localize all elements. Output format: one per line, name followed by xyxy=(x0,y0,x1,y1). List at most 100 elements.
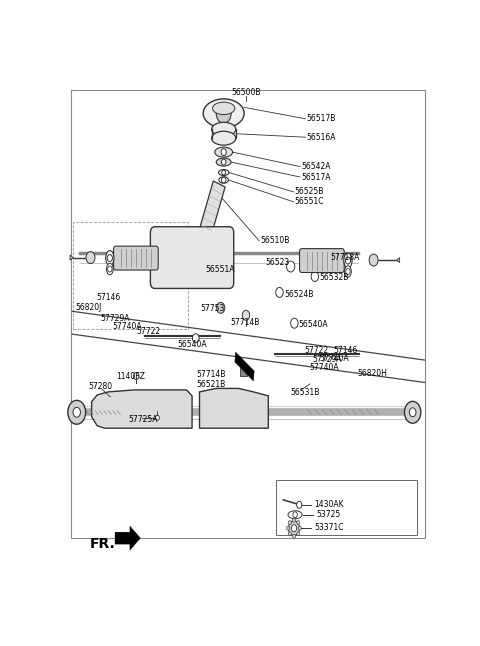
Text: 56524B: 56524B xyxy=(284,290,313,299)
Ellipse shape xyxy=(213,102,235,114)
Circle shape xyxy=(297,532,300,536)
Circle shape xyxy=(405,401,421,423)
FancyBboxPatch shape xyxy=(150,227,234,288)
Ellipse shape xyxy=(319,255,330,266)
Ellipse shape xyxy=(215,147,233,157)
Circle shape xyxy=(133,373,139,379)
Text: 56521B: 56521B xyxy=(196,380,226,389)
Text: 53371C: 53371C xyxy=(315,523,344,532)
Circle shape xyxy=(299,526,301,530)
Circle shape xyxy=(288,521,300,536)
Circle shape xyxy=(288,532,291,536)
Text: 56517B: 56517B xyxy=(307,114,336,123)
Text: 56820J: 56820J xyxy=(75,304,101,312)
Circle shape xyxy=(221,149,226,156)
Text: 1430AK: 1430AK xyxy=(314,500,343,509)
Circle shape xyxy=(287,526,289,530)
Text: 57740A: 57740A xyxy=(320,353,349,362)
Circle shape xyxy=(221,159,226,165)
Text: 56500B: 56500B xyxy=(231,88,261,97)
Text: 56523: 56523 xyxy=(265,258,290,267)
Circle shape xyxy=(192,334,199,342)
Circle shape xyxy=(322,256,327,264)
Circle shape xyxy=(297,521,300,525)
Ellipse shape xyxy=(219,177,228,183)
Circle shape xyxy=(86,251,95,264)
Circle shape xyxy=(345,257,350,264)
Text: 57725A: 57725A xyxy=(129,415,158,424)
Text: 57740A: 57740A xyxy=(310,362,339,371)
Text: 56542A: 56542A xyxy=(301,162,331,171)
Circle shape xyxy=(242,310,250,320)
Ellipse shape xyxy=(212,122,236,136)
Circle shape xyxy=(297,501,302,508)
Circle shape xyxy=(291,525,297,532)
Polygon shape xyxy=(235,352,254,381)
Ellipse shape xyxy=(288,511,302,519)
Circle shape xyxy=(68,401,85,424)
Text: 56551C: 56551C xyxy=(295,198,324,206)
Ellipse shape xyxy=(344,253,352,268)
Text: 57146: 57146 xyxy=(96,293,120,302)
Text: 56820H: 56820H xyxy=(358,370,387,379)
Circle shape xyxy=(108,266,112,272)
Ellipse shape xyxy=(107,264,113,275)
Polygon shape xyxy=(396,258,400,262)
Text: 57722: 57722 xyxy=(304,346,328,355)
Circle shape xyxy=(346,269,350,275)
Circle shape xyxy=(156,415,159,421)
Text: 57718A: 57718A xyxy=(331,253,360,262)
Circle shape xyxy=(311,271,319,282)
Text: 57753: 57753 xyxy=(200,304,225,313)
Circle shape xyxy=(369,254,378,266)
Text: 56531B: 56531B xyxy=(290,388,320,397)
Text: 1140FZ: 1140FZ xyxy=(117,373,145,382)
Polygon shape xyxy=(70,255,73,260)
Text: 57714B: 57714B xyxy=(196,370,226,379)
Text: 53725: 53725 xyxy=(316,510,340,519)
Ellipse shape xyxy=(218,169,229,176)
Text: 56525B: 56525B xyxy=(295,187,324,196)
Text: 56510B: 56510B xyxy=(260,236,289,245)
Text: 56532B: 56532B xyxy=(319,273,348,282)
FancyBboxPatch shape xyxy=(300,249,344,273)
FancyBboxPatch shape xyxy=(114,246,158,270)
Circle shape xyxy=(288,521,291,525)
Polygon shape xyxy=(200,388,268,428)
Circle shape xyxy=(73,408,81,417)
Polygon shape xyxy=(198,181,225,239)
Circle shape xyxy=(292,518,296,522)
Text: 56540A: 56540A xyxy=(299,320,328,329)
Circle shape xyxy=(222,170,226,175)
Circle shape xyxy=(292,534,296,538)
Circle shape xyxy=(216,103,231,123)
Circle shape xyxy=(107,255,112,262)
Text: 57714B: 57714B xyxy=(230,318,260,327)
Circle shape xyxy=(221,177,226,183)
Ellipse shape xyxy=(106,251,114,266)
FancyBboxPatch shape xyxy=(71,90,424,537)
Polygon shape xyxy=(92,390,192,428)
Text: 56516A: 56516A xyxy=(307,132,336,141)
Ellipse shape xyxy=(216,158,231,166)
Text: 57280: 57280 xyxy=(88,382,112,391)
Text: 57729A: 57729A xyxy=(100,314,130,323)
Circle shape xyxy=(290,318,298,328)
Text: 57722: 57722 xyxy=(136,327,160,336)
Circle shape xyxy=(293,512,297,517)
FancyBboxPatch shape xyxy=(276,481,417,535)
Text: 57740A: 57740A xyxy=(113,322,143,331)
Ellipse shape xyxy=(203,99,244,128)
FancyBboxPatch shape xyxy=(240,368,247,377)
Text: 57146: 57146 xyxy=(333,346,358,355)
Text: 56551A: 56551A xyxy=(205,264,235,273)
Text: 56517A: 56517A xyxy=(301,172,331,182)
Polygon shape xyxy=(115,526,140,550)
Circle shape xyxy=(287,261,295,272)
Circle shape xyxy=(276,287,283,297)
Ellipse shape xyxy=(345,266,351,277)
Text: FR.: FR. xyxy=(90,537,116,551)
Text: 57729A: 57729A xyxy=(312,355,342,364)
Ellipse shape xyxy=(212,131,236,145)
Circle shape xyxy=(409,408,416,417)
